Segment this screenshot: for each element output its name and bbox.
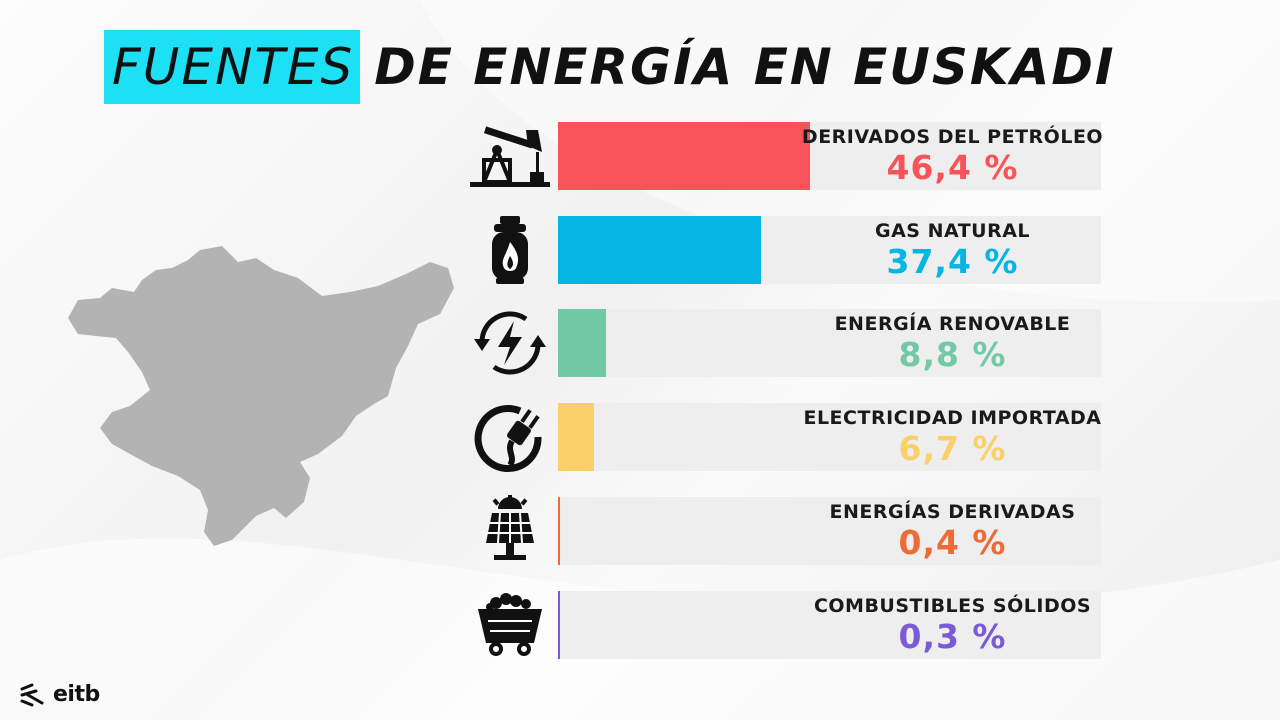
eitb-mark-icon — [20, 683, 44, 706]
chart-title: FUENTES DE ENERGÍA EN EUSKADI — [104, 30, 1115, 104]
bar-track — [558, 216, 1101, 284]
logo-text: eitb — [53, 682, 100, 707]
category-label: ENERGÍA RENOVABLE — [834, 313, 1071, 335]
bar-row: ENERGÍAS DERIVADAS 0,4 % — [0, 495, 1280, 567]
title-rest: DE ENERGÍA EN EUSKADI — [374, 38, 1116, 96]
bar-text: COMBUSTIBLES SÓLIDOS 0,3 % — [800, 591, 1105, 659]
euskadi-map — [68, 246, 454, 546]
oil-pump-icon — [466, 120, 554, 192]
value-label: 8,8 % — [898, 335, 1007, 374]
bar — [558, 122, 810, 190]
value-label: 46,4 % — [886, 148, 1019, 187]
bar-row: ELECTRICIDAD IMPORTADA 6,7 % — [0, 401, 1280, 473]
bar-track — [558, 309, 1101, 377]
bar-track — [558, 591, 1101, 659]
bar-row: COMBUSTIBLES SÓLIDOS 0,3 % — [0, 591, 1280, 659]
category-label: ENERGÍAS DERIVADAS — [829, 501, 1076, 523]
bar-row: DERIVADOS DEL PETRÓLEO 46,4 % — [0, 122, 1280, 190]
bar-text: ENERGÍAS DERIVADAS 0,4 % — [800, 497, 1105, 565]
value-label: 0,4 % — [898, 523, 1007, 562]
coal-cart-icon — [466, 589, 554, 661]
bar-track — [558, 122, 1101, 190]
bar — [558, 403, 595, 471]
bar — [558, 591, 560, 659]
value-label: 6,7 % — [898, 429, 1007, 468]
renewable-cycle-icon — [466, 307, 554, 379]
bar — [558, 497, 561, 565]
bar — [558, 309, 606, 377]
bar-text: ENERGÍA RENOVABLE 8,8 % — [800, 309, 1105, 377]
bar-text: GAS NATURAL 37,4 % — [800, 216, 1105, 284]
gas-cylinder-icon — [466, 214, 554, 286]
category-label: GAS NATURAL — [874, 220, 1031, 242]
value-label: 0,3 % — [898, 617, 1007, 656]
category-label: ELECTRICIDAD IMPORTADA — [803, 407, 1102, 429]
bar-track — [558, 497, 1101, 565]
eitb-logo: eitb — [20, 682, 100, 707]
bar-text: DERIVADOS DEL PETRÓLEO 46,4 % — [800, 122, 1105, 190]
solar-panel-icon — [466, 495, 554, 567]
value-label: 37,4 % — [886, 242, 1019, 281]
category-label: COMBUSTIBLES SÓLIDOS — [813, 595, 1092, 617]
bar-text: ELECTRICIDAD IMPORTADA 6,7 % — [800, 403, 1105, 471]
title-highlight: FUENTES — [104, 30, 361, 104]
category-label: DERIVADOS DEL PETRÓLEO — [801, 126, 1104, 148]
bar — [558, 216, 762, 284]
bar-row: GAS NATURAL 37,4 % — [0, 216, 1280, 284]
bar-track — [558, 403, 1101, 471]
electric-plug-icon — [466, 401, 554, 473]
bar-row: ENERGÍA RENOVABLE 8,8 % — [0, 309, 1280, 377]
